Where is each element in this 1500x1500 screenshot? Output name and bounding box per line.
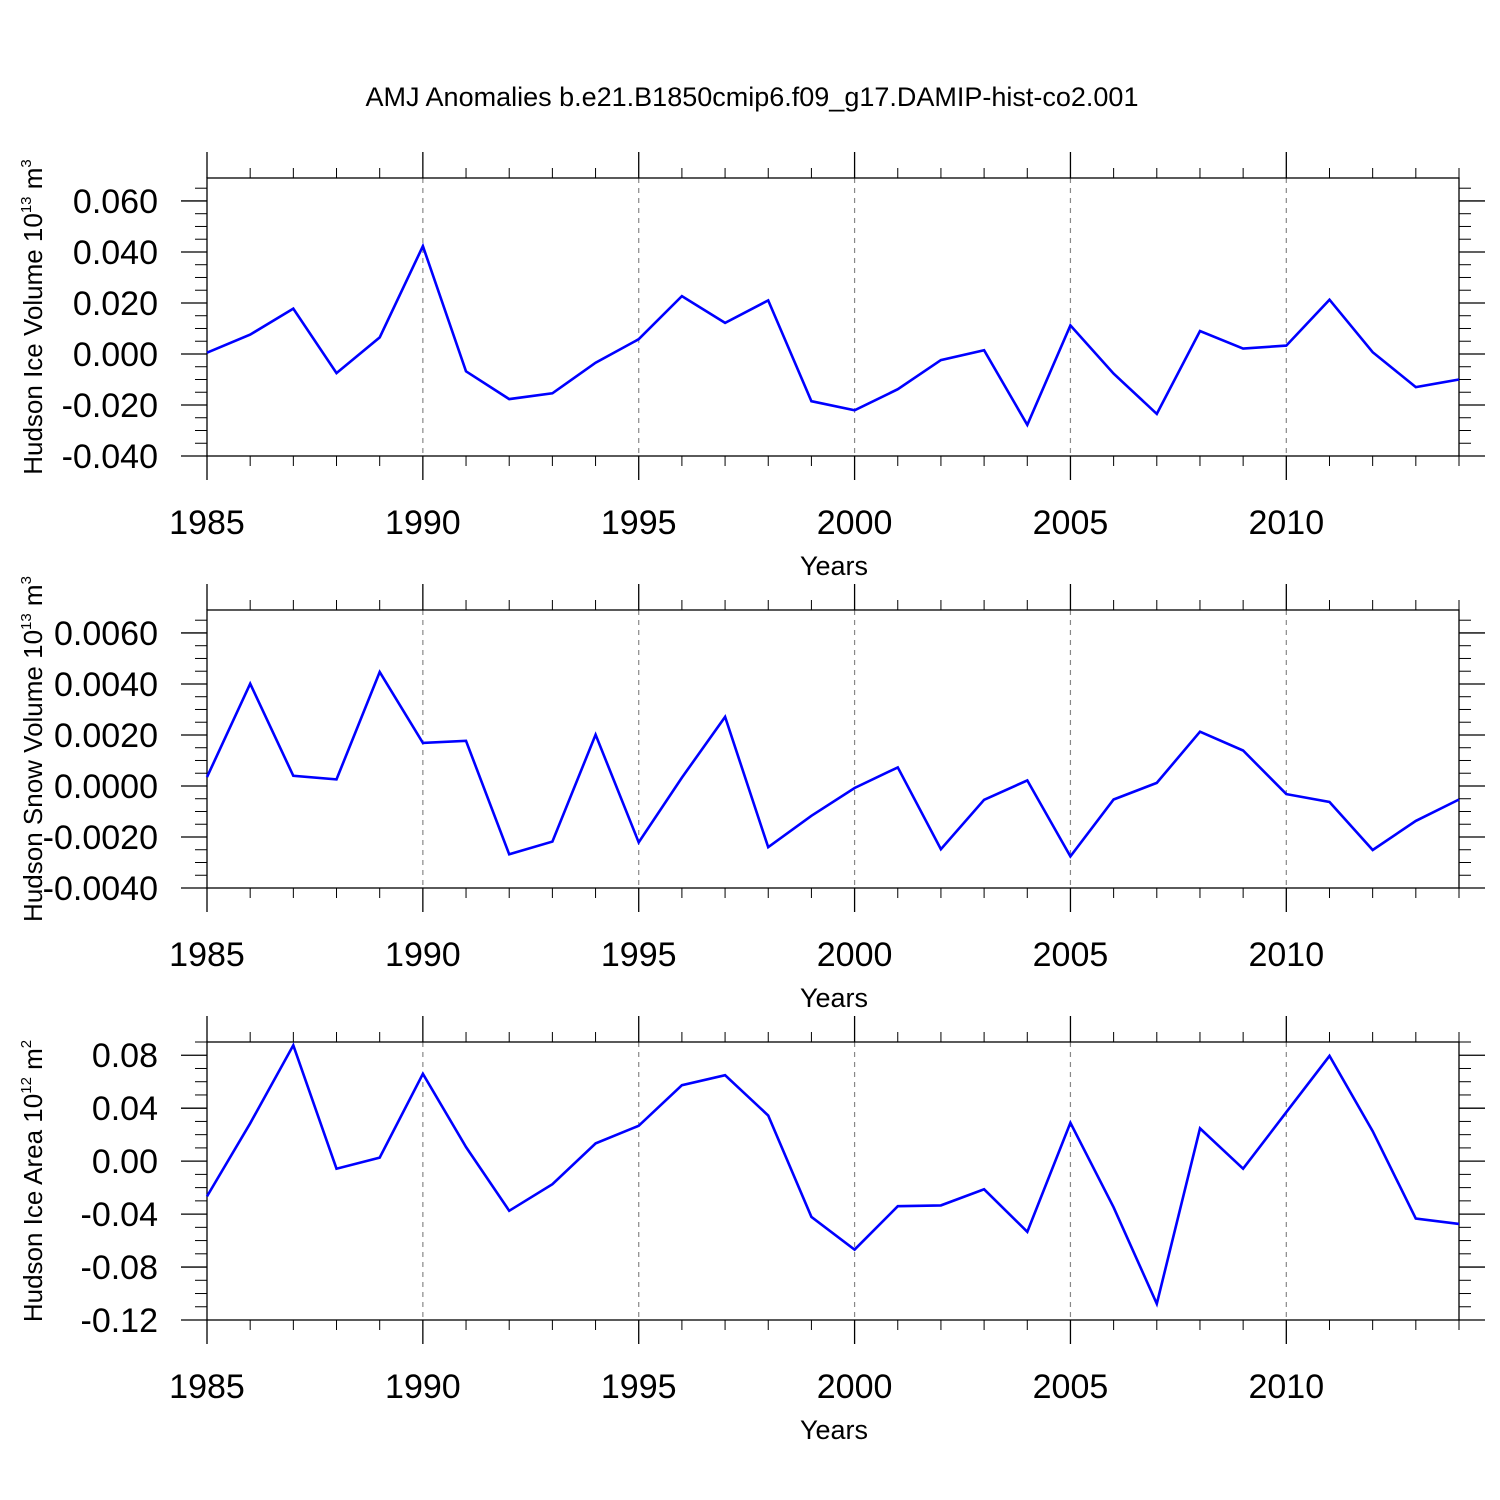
plot-frame: [206, 1041, 1460, 1321]
y-tick-label: -0.0040: [43, 870, 158, 908]
y-axis-label-text: Hudson Ice Volume 10: [18, 213, 48, 475]
y-axis-label-unit: m: [18, 584, 48, 613]
x-tick-label: 1990: [385, 1368, 461, 1406]
x-tick-label: 2010: [1248, 936, 1324, 974]
y-tick-label: -0.08: [81, 1249, 159, 1287]
y-tick-label: 0.0060: [54, 615, 158, 653]
y-tick-label: 0.00: [92, 1143, 158, 1181]
y-axis-label-unit-exponent: 2: [18, 1040, 35, 1048]
plot-frame: [206, 177, 1460, 457]
y-axis-label: Hudson Snow Volume 1013 m3: [18, 576, 48, 922]
series-line-snow-volume: [205, 669, 1460, 859]
y-tick-label: 0.000: [73, 336, 158, 374]
y-tick-label: 0.0020: [54, 717, 158, 755]
y-tick-label: -0.020: [62, 387, 158, 425]
series-line-ice-volume: [206, 242, 1460, 428]
y-axis-label-exponent: 13: [18, 613, 35, 630]
y-tick-label: 0.040: [73, 234, 158, 272]
y-axis-label-text: Hudson Snow Volume 10: [18, 630, 48, 922]
x-tick-label: 2010: [1248, 1368, 1324, 1406]
y-tick-label: -0.12: [81, 1302, 159, 1340]
figure-title: AMJ Anomalies b.e21.B1850cmip6.f09_g17.D…: [366, 82, 1139, 112]
y-axis-label-exponent: 13: [18, 196, 35, 213]
series-line-ice-area: [205, 1042, 1460, 1308]
x-tick-label: 1985: [169, 1368, 245, 1406]
x-tick-label: 1995: [601, 504, 677, 542]
y-tick-label: 0.04: [92, 1090, 158, 1128]
panel-ice-area: 1985 1990 1995 2000 2005 2010 -0.12 -0.08 -0.04 0…: [18, 1016, 1485, 1445]
x-tick-label: 1985: [169, 504, 245, 542]
y-tick-label: 0.060: [73, 183, 158, 221]
x-axis-label: Years: [800, 1415, 868, 1445]
y-tick-label: 0.08: [92, 1037, 158, 1075]
panel-ice-volume: 1985 1990 1995 2000 2005 2010 -0.040 -0.020 0.00…: [18, 152, 1485, 581]
x-tick-label: 1990: [385, 504, 461, 542]
y-axis-label-exponent: 12: [18, 1077, 35, 1094]
y-axis-label: Hudson Ice Volume 1013 m3: [18, 159, 48, 475]
y-axis-label-unit-exponent: 3: [18, 159, 35, 167]
x-tick-label: 2005: [1033, 1368, 1109, 1406]
x-tick-label: 2000: [817, 1368, 893, 1406]
y-axis-label-unit: m: [18, 168, 48, 197]
y-axis-label-unit: m: [18, 1048, 48, 1077]
x-tick-label: 1995: [601, 936, 677, 974]
x-axis-label: Years: [800, 551, 868, 581]
y-tick-label: 0.0000: [54, 768, 158, 806]
plot-frame: [206, 609, 1460, 889]
y-tick-label: 0.0040: [54, 666, 158, 704]
y-axis-label: Hudson Ice Area 1012 m2: [18, 1040, 48, 1322]
y-axis-label-unit-exponent: 3: [18, 576, 35, 584]
x-tick-label: 2010: [1248, 504, 1324, 542]
x-tick-label: 2000: [817, 504, 893, 542]
y-tick-label: -0.04: [81, 1196, 159, 1234]
x-tick-label: 2005: [1033, 504, 1109, 542]
x-tick-label: 1990: [385, 936, 461, 974]
y-tick-label: -0.0020: [43, 819, 158, 857]
y-tick-label: 0.020: [73, 285, 158, 323]
panel-snow-volume: 1985 1990 1995 2000 2005 2010 -0.0040 -0.0020 0.…: [18, 576, 1485, 1013]
y-tick-label: -0.040: [62, 438, 158, 476]
x-axis-label: Years: [800, 983, 868, 1013]
x-tick-label: 1985: [169, 936, 245, 974]
x-tick-label: 1995: [601, 1368, 677, 1406]
x-tick-label: 2005: [1033, 936, 1109, 974]
y-axis-label-text: Hudson Ice Area 10: [18, 1094, 48, 1322]
x-tick-label: 2000: [817, 936, 893, 974]
